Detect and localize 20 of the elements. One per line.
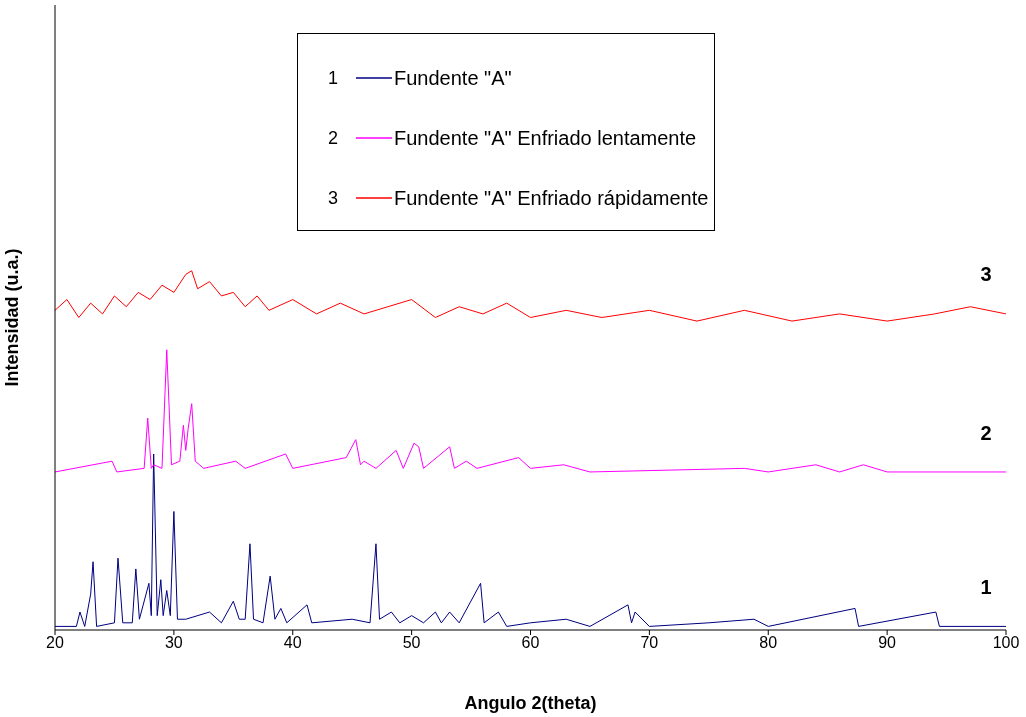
x-axis-title: Angulo 2(theta) xyxy=(464,693,597,713)
annotation: 2 xyxy=(980,421,992,444)
y-axis-title: Intensidad (u.a.) xyxy=(2,248,23,387)
x-tick-label: 40 xyxy=(283,634,302,652)
x-tick-label: 60 xyxy=(521,634,540,652)
x-tick-label: 30 xyxy=(164,634,183,652)
legend-label: Fundente "A" xyxy=(394,66,512,90)
x-tick-label: 90 xyxy=(878,634,897,652)
x-tick-label: 70 xyxy=(640,634,659,652)
text: 1 xyxy=(328,67,339,89)
x-tick-label: 50 xyxy=(402,634,421,652)
legend-label: Fundente "A" Enfriado rápidamente xyxy=(394,186,709,210)
annotation: 1 xyxy=(980,576,992,598)
text: 2 xyxy=(328,127,339,149)
x-tick-label: 20 xyxy=(46,634,64,652)
text: 3 xyxy=(328,187,339,209)
annotation: 3 xyxy=(980,263,992,286)
legend-label: Fundente "A" Enfriado lentamente xyxy=(394,126,697,150)
x-tick-label: 100 xyxy=(992,634,1020,652)
x-tick-label: 80 xyxy=(759,634,778,652)
